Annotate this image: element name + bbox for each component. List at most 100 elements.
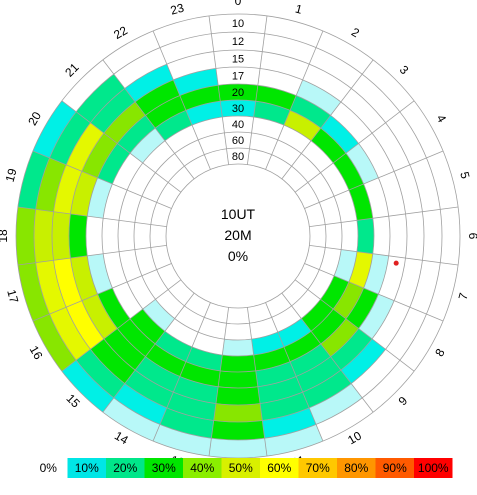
hour-label-19: 19 (3, 167, 20, 184)
grid-spoke-20 (61, 100, 182, 193)
heat-cell-h10-r1 (309, 383, 363, 425)
ring-label-10: 10 (232, 18, 244, 30)
grid-spoke-14 (102, 292, 195, 413)
grid-spoke-8 (294, 279, 415, 372)
hour-label-2: 2 (349, 25, 362, 41)
heat-cell-h22-r4 (145, 95, 186, 129)
ring-label-17: 17 (232, 71, 244, 83)
heat-cell-h20-r3 (81, 133, 118, 178)
legend-label-10: 100% (418, 461, 449, 475)
heat-cell-h8-r3 (358, 294, 395, 339)
heat-cell-h2-r3 (296, 79, 341, 116)
grid-spoke-5 (309, 206, 459, 227)
hour-label-22: 22 (111, 23, 130, 42)
grid-spoke-7 (304, 263, 444, 322)
heat-cell-h12-r6 (222, 339, 254, 357)
heat-cell-h17-r0 (17, 262, 50, 321)
heat-cell-h22-r3 (135, 79, 180, 116)
grid-spoke-17 (17, 245, 167, 266)
heat-cell-h8-r5 (333, 281, 364, 319)
heat-cell-h20-r4 (97, 143, 131, 184)
grid-spoke-16 (32, 263, 172, 322)
heat-cell-h22-r2 (124, 64, 174, 102)
heat-cell-h19-r0 (17, 151, 50, 210)
heat-cell-h11-r0 (264, 424, 323, 457)
polar-grid (15, 13, 461, 459)
grid-ring-9 (165, 163, 311, 309)
heat-cell-h5-r5 (348, 183, 373, 221)
heat-cell-h15-r0 (61, 360, 114, 413)
heat-cell-h9-r4 (320, 318, 359, 357)
center-time-label: 10UT (221, 206, 256, 222)
hour-label-8: 8 (432, 346, 448, 359)
heat-cell-h13-r3 (173, 376, 219, 404)
heat-cell-h9-r3 (330, 328, 373, 371)
heat-cell-h12-r5 (220, 354, 256, 372)
heat-cell-h16-r4 (97, 288, 131, 329)
marker-dot (393, 260, 399, 266)
hour-label-1: 1 (294, 2, 304, 17)
heat-cell-h20-r2 (66, 122, 104, 172)
grid-ring-4 (85, 83, 391, 389)
heat-cell-h12-r4 (218, 370, 258, 388)
grid-spoke-9 (281, 292, 374, 413)
grid-spoke-12 (208, 307, 229, 457)
ring-label-40: 40 (232, 119, 244, 131)
heat-cell-h18-r0 (16, 207, 36, 265)
legend-swatch-6 (260, 458, 299, 478)
legend-swatch-9 (375, 458, 414, 478)
heat-cell-h9-r2 (340, 338, 386, 384)
legend-swatch-0 (29, 458, 68, 478)
heat-cell-h8-r4 (345, 288, 379, 329)
heat-cell-h19-r4 (87, 177, 113, 219)
grid-ring-5 (101, 99, 375, 373)
heat-cell-h19-r1 (35, 157, 67, 212)
hour-label-0: 0 (235, 0, 242, 8)
ring-label-30: 30 (232, 103, 244, 115)
grid-ring-3 (68, 66, 408, 406)
hour-label-3: 3 (397, 63, 412, 78)
heat-cell-h15-r6 (142, 299, 175, 332)
legend-label-6: 60% (267, 461, 291, 475)
heat-cell-h10-r2 (302, 370, 352, 408)
grid-spoke-22 (152, 30, 211, 170)
heat-cell-h14-r2 (124, 370, 174, 408)
heat-cell-h11-r4 (255, 361, 297, 387)
heat-cell-h13-r1 (159, 407, 214, 439)
legend-swatch-8 (337, 458, 376, 478)
grid-spoke-6 (309, 245, 459, 266)
legend-swatch-10 (414, 458, 453, 478)
hour-label-9: 9 (396, 393, 411, 408)
heat-cell-h15-r1 (76, 349, 125, 398)
heat-cell-h14-r5 (155, 331, 193, 362)
hour-label-18: 18 (0, 229, 10, 243)
heat-cell-h14-r4 (145, 343, 186, 377)
heat-cell-h14-r0 (102, 397, 160, 442)
heat-cell-h3-r4 (320, 115, 359, 154)
heat-cell-h17-r2 (53, 258, 82, 308)
heat-cell-h21-r5 (130, 128, 165, 163)
grid-spoke-2 (281, 59, 374, 180)
hour-label-4: 4 (434, 112, 450, 125)
hour-label-15: 15 (63, 391, 83, 411)
legend-swatch-1 (67, 458, 106, 478)
grid-spoke-18 (17, 206, 167, 227)
legend-swatch-2 (106, 458, 145, 478)
heat-cell-h17-r4 (87, 253, 113, 295)
hour-label-10: 10 (345, 428, 364, 447)
heat-cell-h11-r3 (257, 376, 303, 404)
heat-cell-h4-r5 (333, 153, 364, 191)
heat-cell-h1-r4 (255, 85, 297, 111)
heat-cell-h8-r6 (320, 275, 349, 310)
legend-swatch-7 (298, 458, 337, 478)
heat-cell-h2-r5 (283, 110, 321, 141)
ring-label-60: 60 (232, 135, 244, 147)
legend-swatch-3 (144, 458, 183, 478)
ring-label-80: 80 (232, 151, 244, 163)
heat-cell-h19-r3 (70, 171, 98, 217)
heat-cell-h11-r2 (260, 392, 310, 421)
legend-label-4: 40% (190, 461, 214, 475)
hour-label-7: 7 (456, 291, 471, 301)
heat-cell-h16-r1 (49, 307, 91, 361)
